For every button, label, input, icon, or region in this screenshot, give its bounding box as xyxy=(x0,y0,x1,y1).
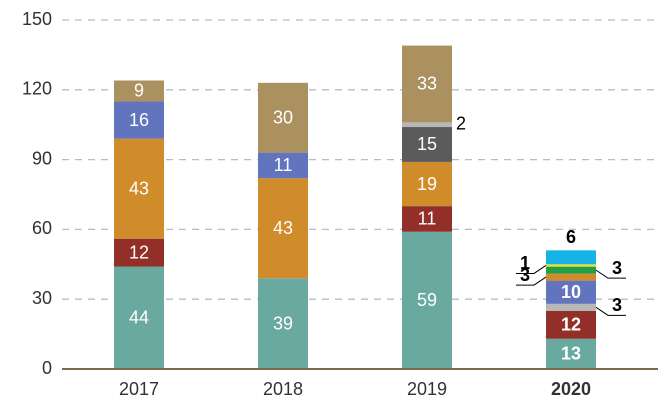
bar-segment xyxy=(546,264,596,267)
bar-segment xyxy=(402,161,452,207)
bar-segment xyxy=(402,122,452,128)
bar-segment xyxy=(402,45,452,123)
bar-segment xyxy=(546,310,596,339)
bar-segment xyxy=(546,303,596,311)
value-label: 15 xyxy=(417,134,437,154)
leader-line xyxy=(595,269,626,279)
value-label: 2 xyxy=(456,113,466,133)
leader-line xyxy=(595,306,626,316)
value-label: 16 xyxy=(129,110,149,130)
bar-segment xyxy=(258,178,308,279)
x-tick-label: 2018 xyxy=(263,379,303,399)
value-label: 33 xyxy=(417,74,437,94)
value-label: 11 xyxy=(418,209,437,229)
bar-segment xyxy=(546,280,596,304)
bar-segment xyxy=(114,80,164,102)
bar-segment xyxy=(402,127,452,162)
bar-segment xyxy=(258,278,308,369)
bar-segment xyxy=(114,101,164,139)
value-label: 3 xyxy=(612,258,622,278)
bar-segment xyxy=(258,152,308,179)
y-tick-label: 60 xyxy=(32,218,52,238)
x-tick-label: 2020 xyxy=(551,379,591,399)
bar-segment xyxy=(258,82,308,153)
value-label: 30 xyxy=(273,107,293,127)
value-label: 44 xyxy=(129,308,149,328)
value-label: 10 xyxy=(561,282,581,302)
leader-line xyxy=(516,276,547,286)
bar-segment xyxy=(546,338,596,369)
bar-segment xyxy=(546,250,596,265)
bar-segment xyxy=(402,206,452,232)
value-label: 3 xyxy=(520,265,530,285)
value-label: 12 xyxy=(129,242,149,262)
y-tick-label: 90 xyxy=(32,148,52,168)
value-label: 1 xyxy=(520,253,530,273)
bar-segment xyxy=(114,138,164,239)
value-label: 19 xyxy=(417,174,437,194)
bar-segment xyxy=(546,266,596,274)
y-tick-label: 0 xyxy=(42,358,52,378)
y-tick-label: 120 xyxy=(22,79,52,99)
x-tick-label: 2019 xyxy=(407,379,447,399)
value-label: 6 xyxy=(566,227,576,247)
x-tick-label: 2017 xyxy=(119,379,159,399)
leader-line xyxy=(516,265,547,274)
bar-segment xyxy=(402,231,452,369)
value-label: 43 xyxy=(273,218,293,238)
value-label: 12 xyxy=(561,315,581,335)
y-tick-label: 30 xyxy=(32,288,52,308)
bar-segment xyxy=(546,273,596,281)
value-label: 39 xyxy=(273,313,293,333)
value-label: 3 xyxy=(612,295,622,315)
bar-segment xyxy=(114,266,164,369)
value-label: 9 xyxy=(134,81,144,101)
value-label: 43 xyxy=(129,178,149,198)
value-label: 11 xyxy=(274,155,293,175)
y-tick-label: 150 xyxy=(22,9,52,29)
value-label: 13 xyxy=(561,344,581,364)
bar-segment xyxy=(114,238,164,267)
value-label: 59 xyxy=(417,290,437,310)
